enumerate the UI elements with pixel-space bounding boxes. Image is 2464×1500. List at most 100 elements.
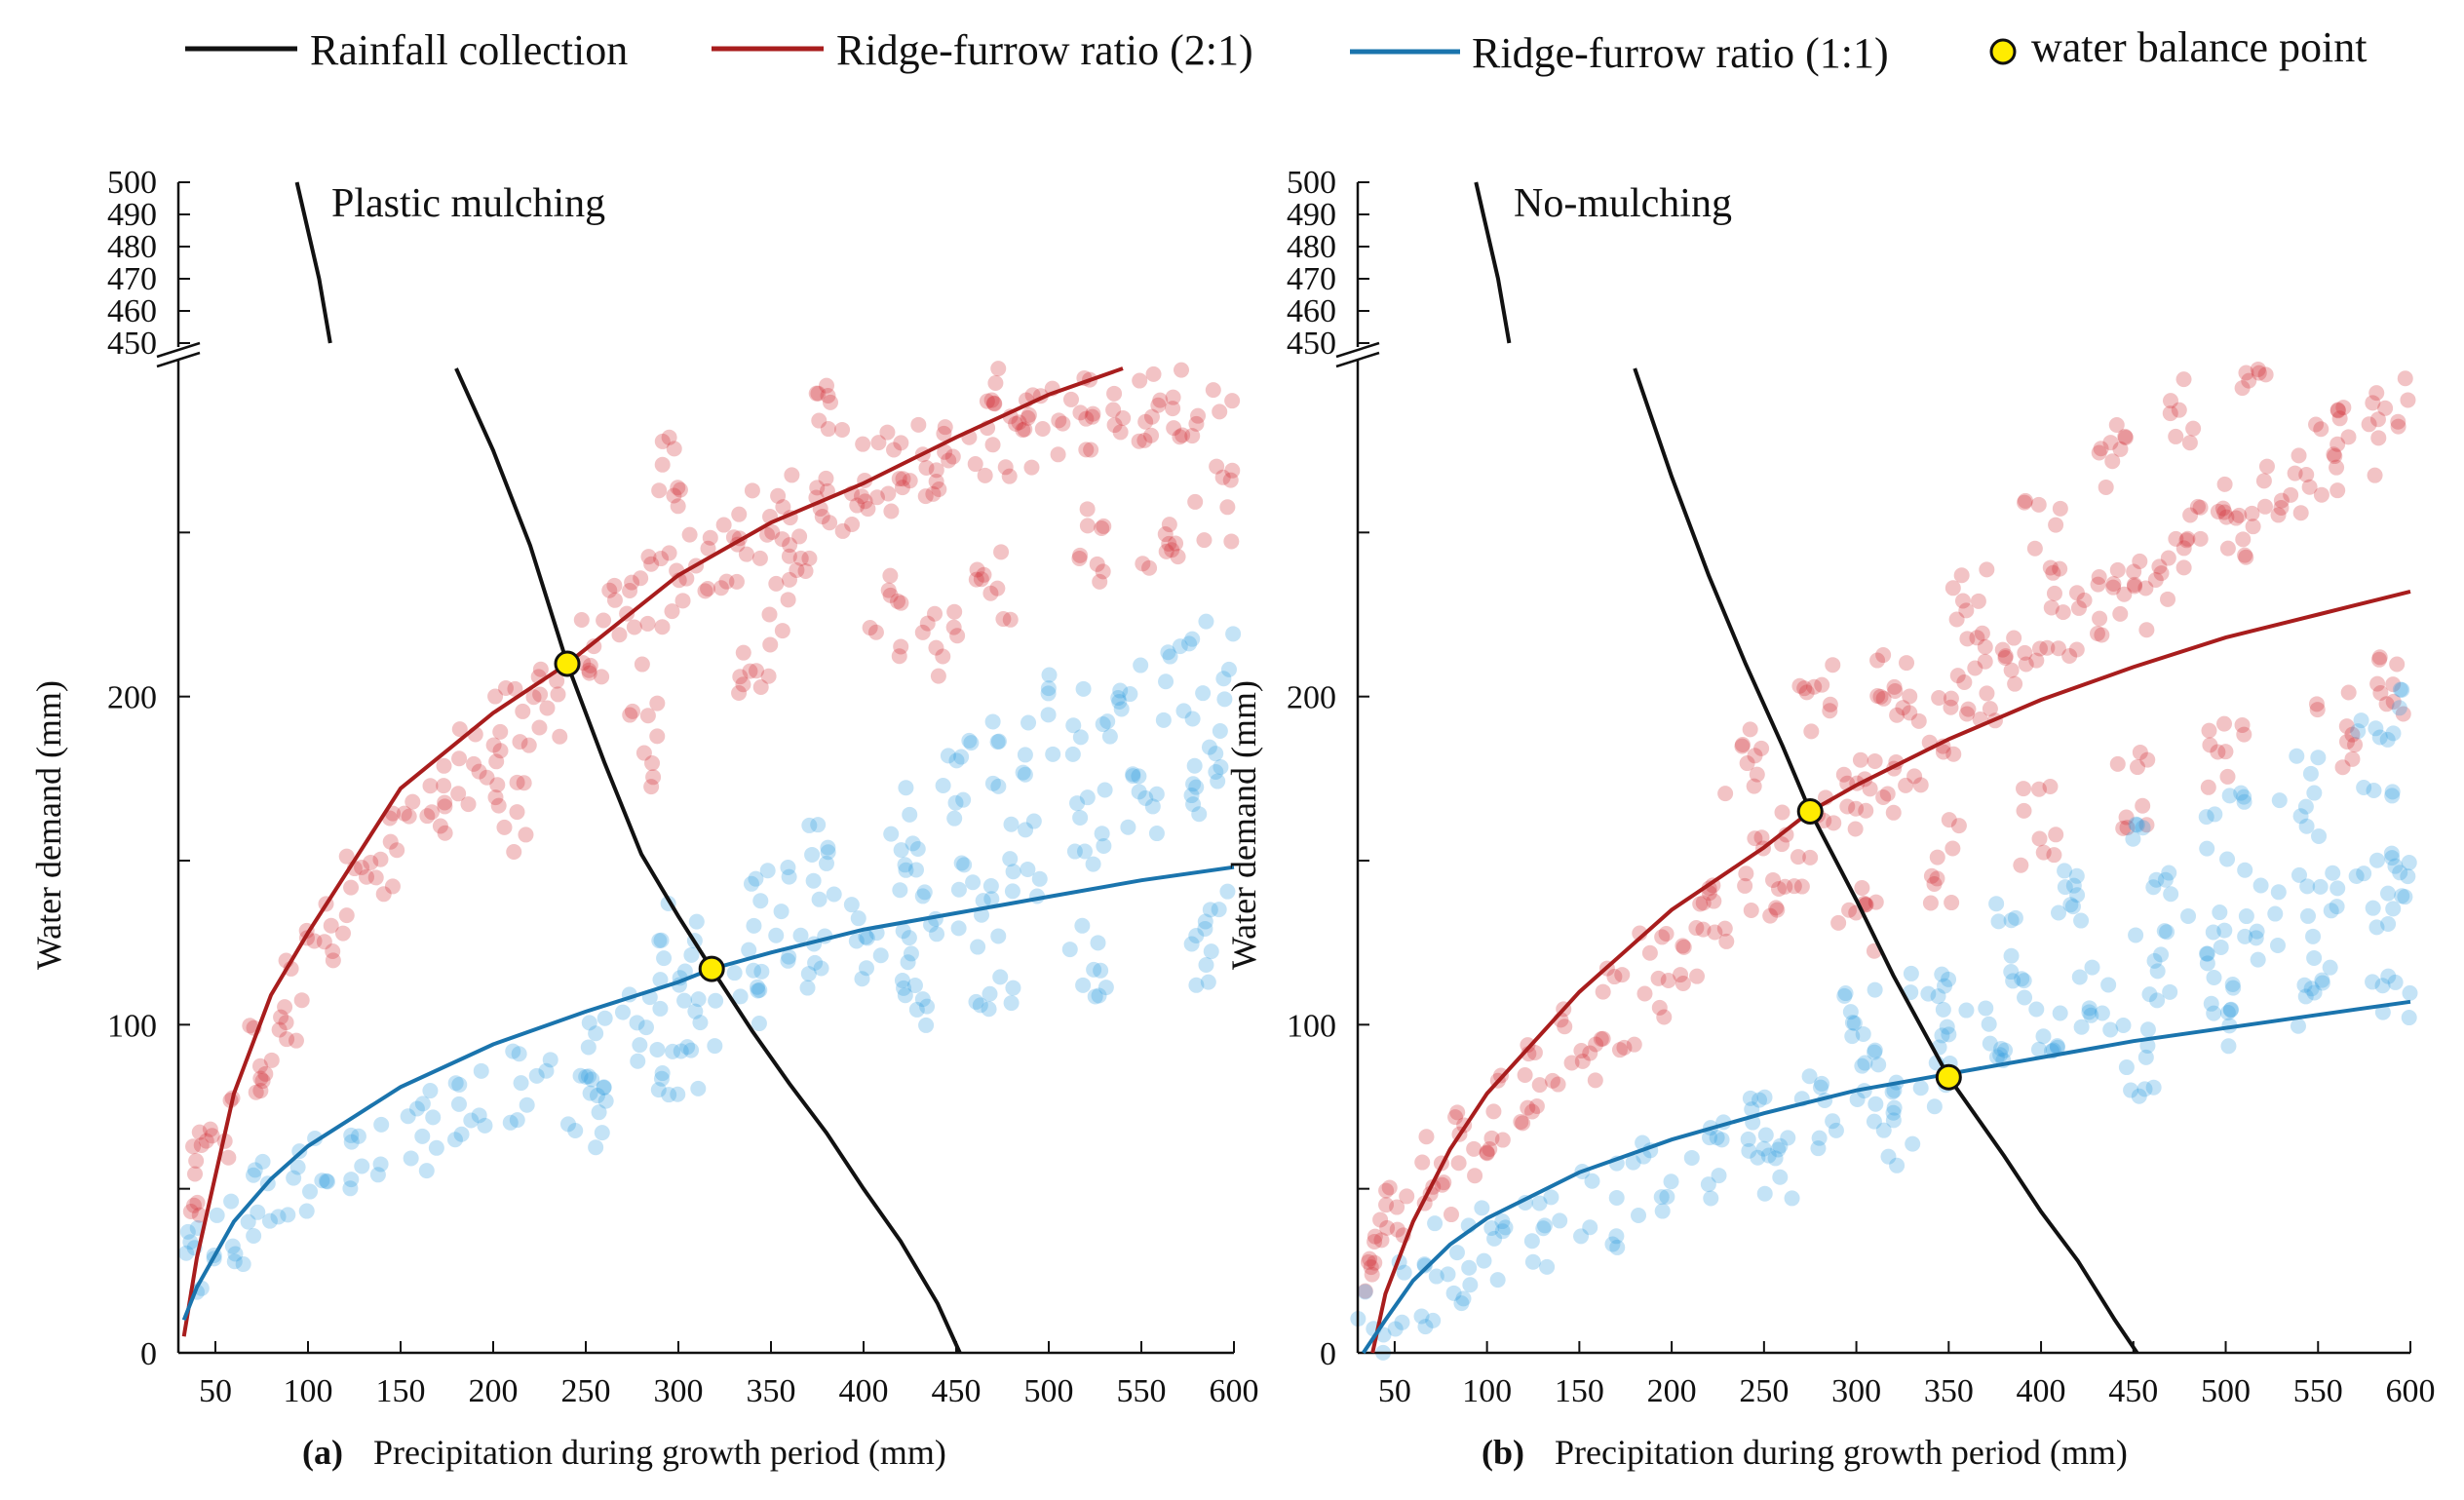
scatter-point-ratio-2-1 — [775, 499, 791, 516]
scatter-point-ratio-2-1 — [880, 582, 897, 598]
scatter-point-ratio-1-1 — [975, 893, 991, 909]
scatter-point-ratio-2-1 — [2216, 476, 2233, 492]
scatter-point-ratio-1-1 — [1461, 1259, 1478, 1276]
scatter-point-ratio-1-1 — [2366, 783, 2382, 799]
scatter-point-ratio-1-1 — [1069, 795, 1086, 812]
scatter-point-ratio-2-1 — [2135, 797, 2151, 814]
scatter-point-ratio-1-1 — [1494, 1223, 1511, 1240]
scatter-point-ratio-2-1 — [279, 1031, 295, 1048]
scatter-point-ratio-1-1 — [963, 735, 980, 751]
scatter-point-ratio-1-1 — [1195, 685, 1212, 702]
scatter-point-ratio-1-1 — [898, 780, 914, 796]
panel-a-balance-points — [554, 650, 725, 982]
scatter-point-ratio-2-1 — [2030, 781, 2047, 797]
scatter-point-ratio-1-1 — [250, 1204, 266, 1220]
scatter-point-ratio-2-1 — [649, 728, 666, 745]
scatter-point-ratio-1-1 — [2057, 879, 2073, 896]
scatter-point-ratio-2-1 — [2326, 446, 2342, 463]
y-upper-tick-label: 470 — [1287, 261, 1336, 297]
scatter-point-ratio-2-1 — [1739, 755, 1755, 772]
scatter-point-ratio-1-1 — [800, 966, 817, 982]
rainfall-collection-line — [1633, 367, 2139, 1355]
scatter-point-ratio-2-1 — [1362, 1250, 1378, 1267]
scatter-point-ratio-2-1 — [1701, 880, 1717, 897]
scatter-point-ratio-1-1 — [632, 1037, 648, 1054]
scatter-point-ratio-1-1 — [1025, 813, 1042, 829]
scatter-point-ratio-1-1 — [2049, 1039, 2065, 1056]
scatter-point-ratio-1-1 — [1884, 1084, 1901, 1100]
scatter-point-ratio-1-1 — [1867, 1042, 1883, 1058]
scatter-point-ratio-1-1 — [505, 1043, 521, 1059]
scatter-point-ratio-2-1 — [1945, 746, 1962, 762]
scatter-point-ratio-1-1 — [1198, 613, 1214, 630]
x-tick-label: 450 — [2108, 1373, 2158, 1409]
scatter-point-ratio-2-1 — [1747, 748, 1763, 764]
x-tick-label: 600 — [1210, 1373, 1259, 1409]
scatter-point-ratio-2-1 — [945, 619, 962, 635]
scatter-point-ratio-2-1 — [1196, 532, 1213, 549]
scatter-point-ratio-2-1 — [732, 669, 749, 685]
scatter-point-ratio-2-1 — [2013, 857, 2029, 873]
scatter-point-ratio-1-1 — [1755, 1140, 1772, 1157]
scatter-point-ratio-1-1 — [1867, 981, 1883, 998]
scatter-point-ratio-1-1 — [2299, 907, 2316, 924]
scatter-point-ratio-2-1 — [1869, 688, 1886, 705]
scatter-point-ratio-1-1 — [743, 875, 759, 892]
scatter-point-ratio-1-1 — [2162, 983, 2178, 1000]
scatter-point-ratio-1-1 — [1700, 1176, 1716, 1193]
scatter-point-ratio-2-1 — [809, 480, 826, 496]
scatter-point-ratio-1-1 — [1094, 826, 1110, 842]
scatter-point-ratio-2-1 — [857, 493, 873, 510]
scatter-point-ratio-2-1 — [2042, 778, 2059, 794]
scatter-point-ratio-2-1 — [1798, 684, 1815, 701]
scatter-point-ratio-1-1 — [2368, 919, 2385, 936]
scatter-point-ratio-2-1 — [487, 789, 504, 806]
scatter-point-ratio-2-1 — [485, 737, 502, 753]
scatter-point-ratio-2-1 — [946, 603, 963, 620]
scatter-point-ratio-2-1 — [2178, 532, 2195, 549]
scatter-point-ratio-2-1 — [1734, 736, 1751, 752]
scatter-point-ratio-1-1 — [473, 1062, 489, 1079]
scatter-point-ratio-2-1 — [797, 562, 814, 579]
scatter-point-ratio-1-1 — [226, 1253, 243, 1270]
scatter-point-ratio-2-1 — [819, 377, 835, 394]
scatter-point-ratio-1-1 — [1462, 1277, 1479, 1293]
scatter-point-ratio-1-1 — [1133, 657, 1149, 673]
x-tick-label: 100 — [284, 1373, 333, 1409]
scatter-point-ratio-2-1 — [731, 506, 748, 522]
scatter-point-ratio-2-1 — [987, 374, 1004, 391]
scatter-point-ratio-1-1 — [1703, 1190, 1719, 1207]
scatter-point-ratio-2-1 — [639, 615, 656, 632]
scatter-point-ratio-2-1 — [1170, 549, 1186, 565]
scatter-point-ratio-2-1 — [2179, 530, 2196, 547]
scatter-point-ratio-1-1 — [1453, 1295, 1470, 1312]
scatter-point-ratio-2-1 — [752, 678, 769, 695]
scatter-point-ratio-2-1 — [1050, 446, 1066, 463]
scatter-point-ratio-1-1 — [2305, 928, 2322, 944]
scatter-point-ratio-2-1 — [1822, 703, 1838, 719]
scatter-point-ratio-2-1 — [1885, 804, 1902, 821]
scatter-point-ratio-2-1 — [1803, 723, 1820, 740]
scatter-point-ratio-1-1 — [2149, 992, 2166, 1009]
legend-label-ratio-1-1: Ridge-furrow ratio (1:1) — [1472, 29, 1889, 77]
scatter-point-ratio-2-1 — [1944, 580, 1961, 596]
scatter-point-ratio-1-1 — [1002, 851, 1019, 867]
scatter-point-ratio-2-1 — [2119, 820, 2136, 836]
scatter-point-ratio-1-1 — [343, 1127, 360, 1143]
scatter-point-ratio-1-1 — [2062, 897, 2079, 913]
scatter-point-ratio-1-1 — [751, 981, 768, 998]
scatter-point-ratio-2-1 — [774, 531, 790, 548]
scatter-point-ratio-1-1 — [2100, 977, 2117, 993]
scatter-point-ratio-2-1 — [2390, 413, 2406, 430]
scatter-point-ratio-1-1 — [591, 1104, 607, 1121]
scatter-point-ratio-2-1 — [2175, 371, 2192, 388]
scatter-point-ratio-2-1 — [1187, 493, 1204, 510]
scatter-point-ratio-2-1 — [1418, 1129, 1435, 1145]
scatter-point-ratio-1-1 — [519, 1096, 535, 1113]
scatter-point-ratio-1-1 — [1497, 1219, 1514, 1236]
scatter-point-ratio-1-1 — [1091, 987, 1107, 1004]
scatter-point-ratio-1-1 — [2380, 968, 2397, 984]
scatter-point-ratio-2-1 — [792, 550, 809, 566]
scatter-point-ratio-1-1 — [1017, 766, 1033, 783]
scatter-point-ratio-2-1 — [191, 1124, 208, 1140]
